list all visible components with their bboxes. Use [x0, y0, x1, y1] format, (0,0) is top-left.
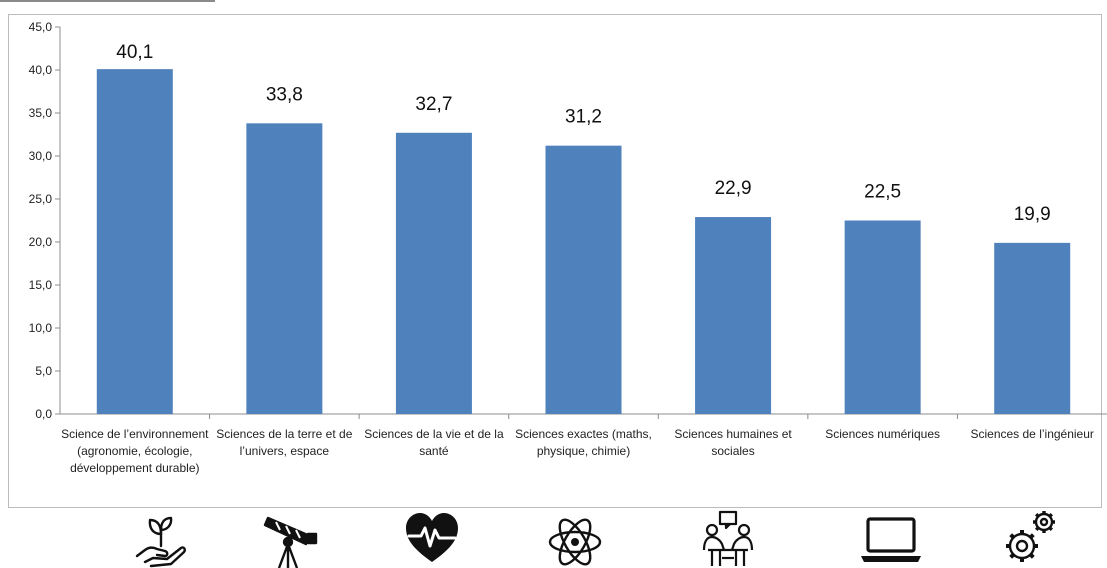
- y-tick-label: 10,0: [29, 321, 53, 335]
- bar: [545, 145, 622, 414]
- category-label: Sciences de la terre et de l’univers, es…: [216, 427, 353, 458]
- category-label: Sciences de la vie et de la santé: [364, 427, 504, 458]
- y-tick-label: 20,0: [29, 235, 53, 249]
- category-label: Science de l’environnement (agronomie, é…: [61, 427, 209, 475]
- data-label: 22,9: [715, 178, 752, 199]
- category-label: Sciences de l’ingénieur: [970, 427, 1094, 441]
- data-label: 22,5: [864, 182, 901, 203]
- bar: [96, 69, 173, 414]
- data-label: 33,8: [266, 84, 303, 105]
- category-label: Sciences exactes (maths, physique, chimi…: [515, 427, 652, 458]
- gears-icon: [1006, 511, 1055, 562]
- atom-icon: [548, 518, 602, 566]
- y-tick-label: 15,0: [29, 278, 53, 292]
- data-label: 31,2: [565, 107, 602, 128]
- y-tick-label: 30,0: [29, 149, 53, 163]
- data-label: 32,7: [415, 94, 452, 115]
- heartbeat-icon: [406, 513, 458, 562]
- y-tick-label: 5,0: [35, 364, 52, 378]
- plant-in-hand-icon: [135, 516, 186, 568]
- y-tick-label: 45,0: [29, 20, 53, 34]
- bar: [246, 123, 323, 414]
- y-tick-label: 40,0: [29, 63, 53, 77]
- bar: [844, 220, 921, 414]
- category-label: Sciences humaines et sociales: [674, 427, 792, 458]
- telescope-icon: [263, 516, 318, 568]
- people-meeting-icon: [702, 510, 754, 566]
- y-tick-label: 35,0: [29, 106, 53, 120]
- bars: [96, 69, 1071, 414]
- bar: [395, 132, 472, 414]
- y-tick-label: 25,0: [29, 192, 53, 206]
- category-label: Sciences numériques: [825, 427, 940, 441]
- laptop-icon: [861, 517, 921, 562]
- chart-frame: [8, 14, 1102, 508]
- data-label: 40,1: [116, 42, 153, 63]
- y-axis: 0,0 5,0 10,0 15,0 20,0 25,0 30,0 35,0 40,0 45,0: [29, 20, 1107, 421]
- top-rule: [0, 0, 215, 2]
- y-tick-label: 0,0: [35, 407, 52, 421]
- data-labels: 40,1 33,8 32,7 31,2 22,9 22,5 19,9: [116, 42, 1050, 225]
- bar: [695, 217, 772, 414]
- data-label: 19,9: [1014, 204, 1051, 225]
- bar: [994, 242, 1071, 414]
